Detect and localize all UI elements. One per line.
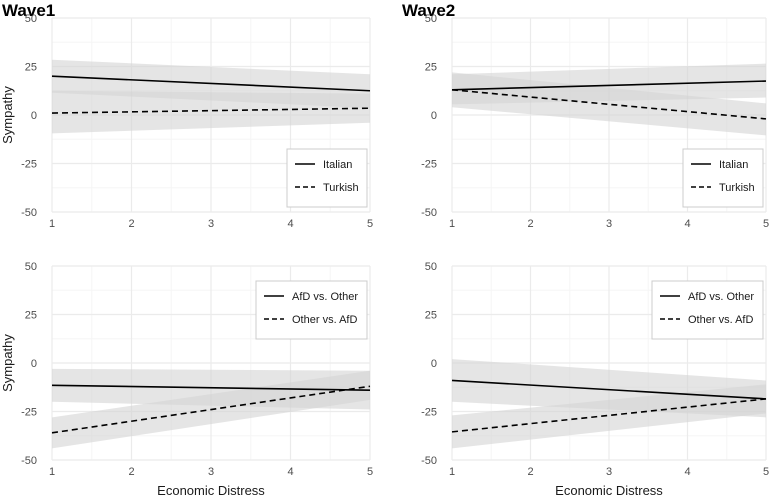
x-tick-label: 1 [449, 218, 455, 230]
x-tick-label: 5 [367, 218, 373, 230]
legend-box [286, 148, 368, 208]
y-tick-label: -50 [421, 455, 437, 467]
legend-box [651, 280, 764, 340]
y-tick-label: -50 [21, 455, 37, 467]
x-tick-label: 1 [449, 466, 455, 478]
series-line-solid [451, 379, 767, 400]
y-axis-title: Sympathy [0, 86, 15, 144]
confidence-band-dashed [52, 90, 370, 134]
series-line-solid [451, 80, 767, 91]
x-tick-label: 4 [684, 466, 690, 478]
x-tick-label: 1 [49, 218, 55, 230]
legend-label: Italian [323, 159, 352, 171]
y-tick-label: 25 [425, 310, 437, 322]
x-axis-title: Economic Distress [157, 483, 265, 498]
x-tick-label: 5 [763, 466, 769, 478]
series-line-dashed [451, 398, 767, 433]
legend-label: AfD vs. Other [688, 291, 754, 303]
legend-box [255, 280, 368, 340]
legend: Italian Turkish [286, 148, 368, 208]
x-tick-label: 4 [287, 466, 293, 478]
x-tick-label: 1 [49, 466, 55, 478]
wave2-party-panel: 1 2 3 4 5 -50 -25 0 25 50 Economic Distress AfD vs.… [421, 261, 769, 498]
y-tick-label: 25 [25, 62, 37, 74]
x-tick-label: 5 [367, 466, 373, 478]
y-tick-label: 50 [425, 261, 437, 273]
y-tick-label: 0 [31, 358, 37, 370]
legend-label: Turkish [719, 182, 755, 194]
legend: AfD vs. Other Other vs. AfD [255, 280, 368, 340]
y-tick-label: 0 [31, 110, 37, 122]
x-tick-label: 4 [287, 218, 293, 230]
y-tick-label: -25 [21, 159, 37, 171]
y-tick-label: 50 [25, 13, 37, 25]
confidence-band-dashed [452, 384, 766, 449]
wave1-party-panel: 1 2 3 4 5 -50 -25 0 25 50 Sympathy Economic Distres… [0, 261, 373, 498]
y-axis-title: Sympathy [0, 334, 15, 392]
y-tick-label: 0 [431, 110, 437, 122]
x-tick-label: 4 [684, 218, 690, 230]
legend-label: Turkish [323, 182, 359, 194]
x-tick-label: 3 [606, 466, 612, 478]
x-tick-label: 2 [527, 466, 533, 478]
series-line-solid [51, 75, 371, 92]
y-tick-label: -50 [421, 207, 437, 219]
legend-label: Other vs. AfD [688, 314, 753, 326]
x-tick-label: 3 [208, 466, 214, 478]
y-tick-label: -50 [21, 207, 37, 219]
legend-box [682, 148, 764, 208]
x-axis-title: Economic Distress [555, 483, 663, 498]
series-line-dashed [51, 107, 371, 114]
legend: Italian Turkish [682, 148, 764, 208]
x-tick-label: 3 [606, 218, 612, 230]
wave2-origin-panel: 1 2 3 4 5 -50 -25 0 25 50 Italian Turkish [421, 13, 769, 230]
y-tick-label: 50 [25, 261, 37, 273]
x-tick-label: 2 [128, 218, 134, 230]
series-line-dashed [451, 88, 767, 120]
y-tick-label: -25 [421, 159, 437, 171]
y-tick-label: 25 [25, 310, 37, 322]
y-tick-label: -25 [421, 407, 437, 419]
y-tick-label: 50 [425, 13, 437, 25]
legend-label: AfD vs. Other [292, 291, 358, 303]
wave2-title: Wave2 [402, 1, 455, 20]
series-line-dashed [51, 385, 371, 434]
x-tick-label: 3 [208, 218, 214, 230]
legend-label: Italian [719, 159, 748, 171]
x-tick-label: 2 [527, 218, 533, 230]
y-tick-label: -25 [21, 407, 37, 419]
wave1-origin-panel: 1 2 3 4 5 -50 -25 0 25 50 Sympathy Italian Turkish [0, 13, 373, 230]
y-tick-label: 25 [425, 62, 437, 74]
wave1-title: Wave1 [2, 1, 55, 20]
legend: AfD vs. Other Other vs. AfD [651, 280, 764, 340]
series-line-solid [51, 384, 371, 391]
y-tick-label: 0 [431, 358, 437, 370]
x-tick-label: 2 [128, 466, 134, 478]
x-tick-label: 5 [763, 218, 769, 230]
legend-label: Other vs. AfD [292, 314, 357, 326]
